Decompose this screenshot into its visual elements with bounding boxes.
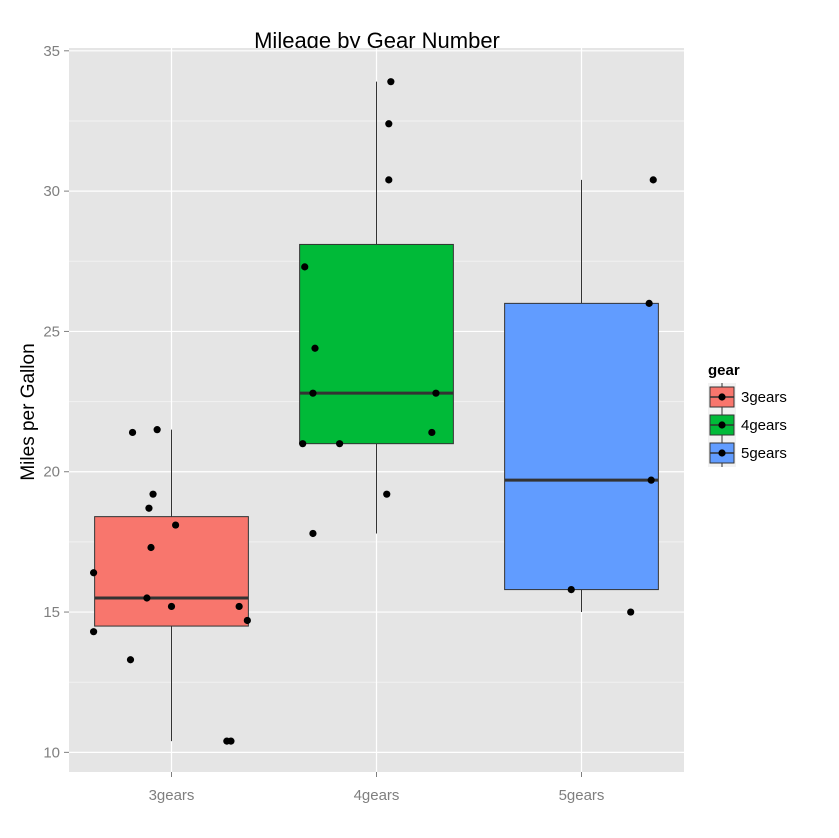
data-point <box>153 426 161 434</box>
x-tick-label: 3gears <box>149 787 195 804</box>
data-point <box>227 737 235 745</box>
y-axis-label: Miles per Gallon <box>18 343 39 480</box>
y-tick-label: 25 <box>43 323 60 340</box>
legend-label: 5gears <box>741 445 787 462</box>
y-tick-label: 30 <box>43 183 60 200</box>
y-tick-label: 10 <box>43 744 60 761</box>
data-point <box>647 476 655 484</box>
data-point <box>167 602 176 611</box>
data-point <box>301 263 309 271</box>
points <box>90 78 657 745</box>
y-tick-label: 35 <box>43 43 60 60</box>
data-point <box>567 585 575 594</box>
y-axis: 10 15 20 25 30 35 <box>43 43 69 761</box>
data-point <box>336 440 344 448</box>
data-point <box>383 490 391 498</box>
data-point <box>90 628 98 636</box>
data-point <box>645 299 653 307</box>
data-point <box>387 78 395 86</box>
box-5gears <box>504 302 659 591</box>
data-point <box>128 428 137 437</box>
x-axis: 3gears 4gears 5gears <box>149 772 605 804</box>
data-point <box>432 389 440 397</box>
data-point <box>149 490 157 498</box>
boxes <box>94 81 659 742</box>
y-tick-label: 15 <box>43 604 60 621</box>
legend-title: gear <box>708 362 740 379</box>
legend-label: 4gears <box>741 417 787 434</box>
data-point <box>649 176 657 184</box>
data-point <box>385 120 393 128</box>
data-point <box>627 608 635 616</box>
data-point <box>309 529 317 538</box>
data-point <box>385 176 393 184</box>
legend-label: 3gears <box>741 389 787 406</box>
legend-key-point <box>718 449 726 457</box>
legend-key-point <box>718 421 726 429</box>
x-tick-label: 4gears <box>354 787 400 804</box>
x-tick-label: 5gears <box>559 787 605 804</box>
data-point <box>299 440 307 448</box>
data-point <box>428 428 436 437</box>
data-point <box>172 521 180 529</box>
data-point <box>145 504 153 512</box>
data-point <box>235 602 243 611</box>
data-point <box>90 569 98 577</box>
data-point <box>309 389 317 397</box>
data-point <box>126 656 135 664</box>
legend: gear 3gears 4gears 5gears <box>708 362 787 467</box>
box-4gears <box>299 243 454 445</box>
y-tick-label: 20 <box>43 464 60 481</box>
legend-key-point <box>718 393 726 401</box>
data-point <box>147 543 155 552</box>
data-point <box>311 344 319 352</box>
data-point <box>243 616 251 625</box>
data-point <box>143 594 151 602</box>
